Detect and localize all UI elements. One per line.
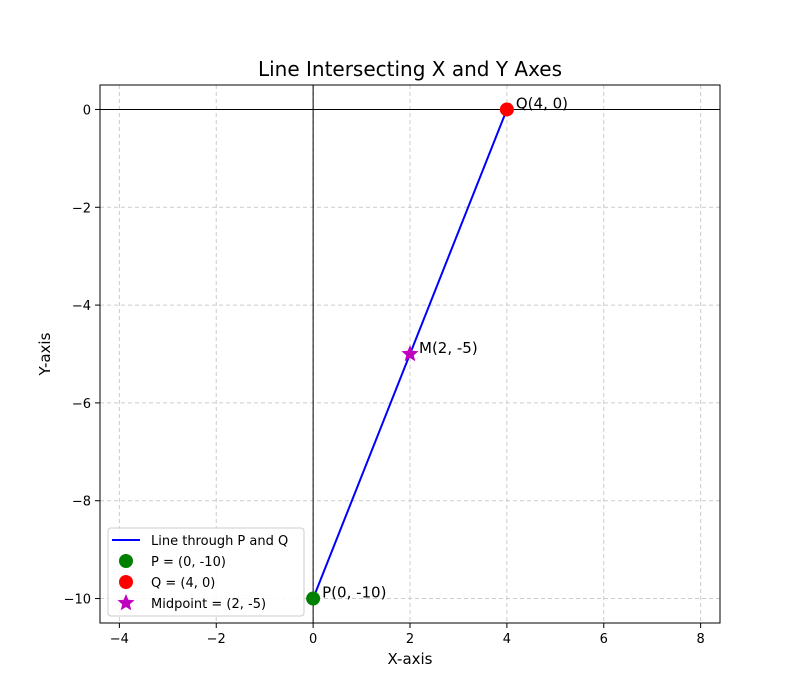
- point-annotation: M(2, -5): [419, 339, 478, 357]
- y-tick-label: 0: [83, 103, 91, 118]
- data-point-star: [401, 345, 419, 362]
- x-tick-label: −2: [207, 632, 226, 647]
- y-tick-label: −6: [72, 397, 91, 412]
- legend-label: Midpoint = (2, -5): [151, 597, 266, 612]
- data-point: [499, 102, 514, 117]
- legend-label: Line through P and Q: [151, 534, 288, 549]
- x-tick-label: 8: [696, 632, 704, 647]
- data-point: [306, 591, 321, 606]
- legend: Line through P and Q P = (0, -10) Q = (4, …: [107, 527, 305, 617]
- x-tick-label: 6: [600, 632, 608, 647]
- y-tick-label: −8: [72, 495, 91, 510]
- legend-box: [107, 527, 305, 617]
- y-tick-label: −10: [64, 593, 91, 608]
- legend-marker-swatch: [119, 554, 133, 568]
- x-tick-label: 2: [406, 632, 414, 647]
- plot-area: P(0, -10) Q(4, 0) M(2, -5) −4 −2 0 2 4 6 8 0 −2 −4 −6…: [64, 84, 721, 647]
- legend-star-swatch: [117, 594, 135, 611]
- chart-title: Line Intersecting X and Y Axes: [258, 57, 562, 81]
- x-tick-label: 4: [503, 632, 511, 647]
- point-annotation: P(0, -10): [322, 584, 386, 602]
- legend-label: P = (0, -10): [151, 555, 226, 570]
- x-axis-label: X-axis: [388, 650, 433, 668]
- x-tick-label: −4: [110, 632, 129, 647]
- y-tick-label: −2: [72, 201, 91, 216]
- x-tick-label: 0: [309, 632, 317, 647]
- point-annotation: Q(4, 0): [516, 94, 568, 112]
- y-axis-label: Y-axis: [36, 332, 54, 376]
- legend-marker-swatch: [119, 575, 133, 589]
- legend-label: Q = (4, 0): [151, 576, 215, 591]
- y-tick-label: −4: [72, 299, 91, 314]
